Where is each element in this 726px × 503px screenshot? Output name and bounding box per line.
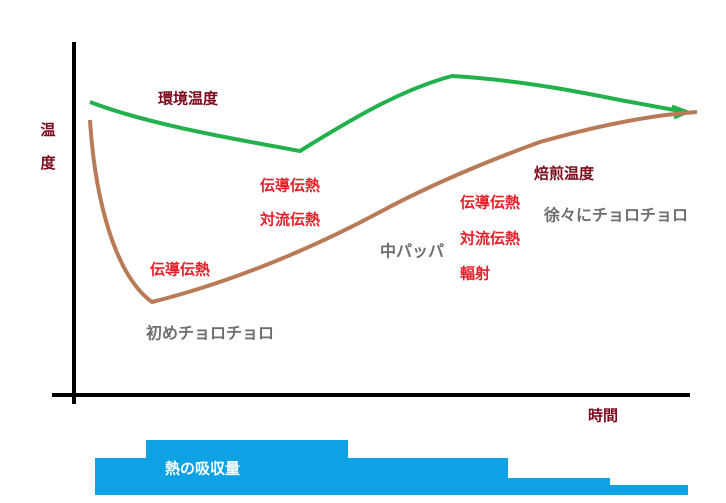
heat-label: 伝導伝熱 <box>260 177 320 195</box>
heat-label: 対流伝熱 <box>459 230 520 248</box>
fire-label: 中パッパ <box>380 242 444 261</box>
fire-label: 徐々にチョロチョロ <box>543 206 688 225</box>
absorption-label: 熱の吸収量 <box>165 460 240 478</box>
heat-label: 輻射 <box>460 265 490 283</box>
heat-label: 対流伝熱 <box>259 211 320 229</box>
heat-label: 伝導伝熱 <box>460 194 520 212</box>
y-axis-label: 温度 <box>39 122 57 188</box>
roast-label: 焙煎温度 <box>534 165 595 183</box>
heat-label: 伝導伝熱 <box>150 261 210 279</box>
ambient-curve <box>89 73 686 154</box>
roast-curve <box>88 110 698 305</box>
fire-label: 初めチョロチョロ <box>146 324 274 343</box>
absorption-area <box>95 440 688 495</box>
x-axis-label: 時間 <box>588 407 618 425</box>
ambient-label: 環境温度 <box>158 90 219 108</box>
